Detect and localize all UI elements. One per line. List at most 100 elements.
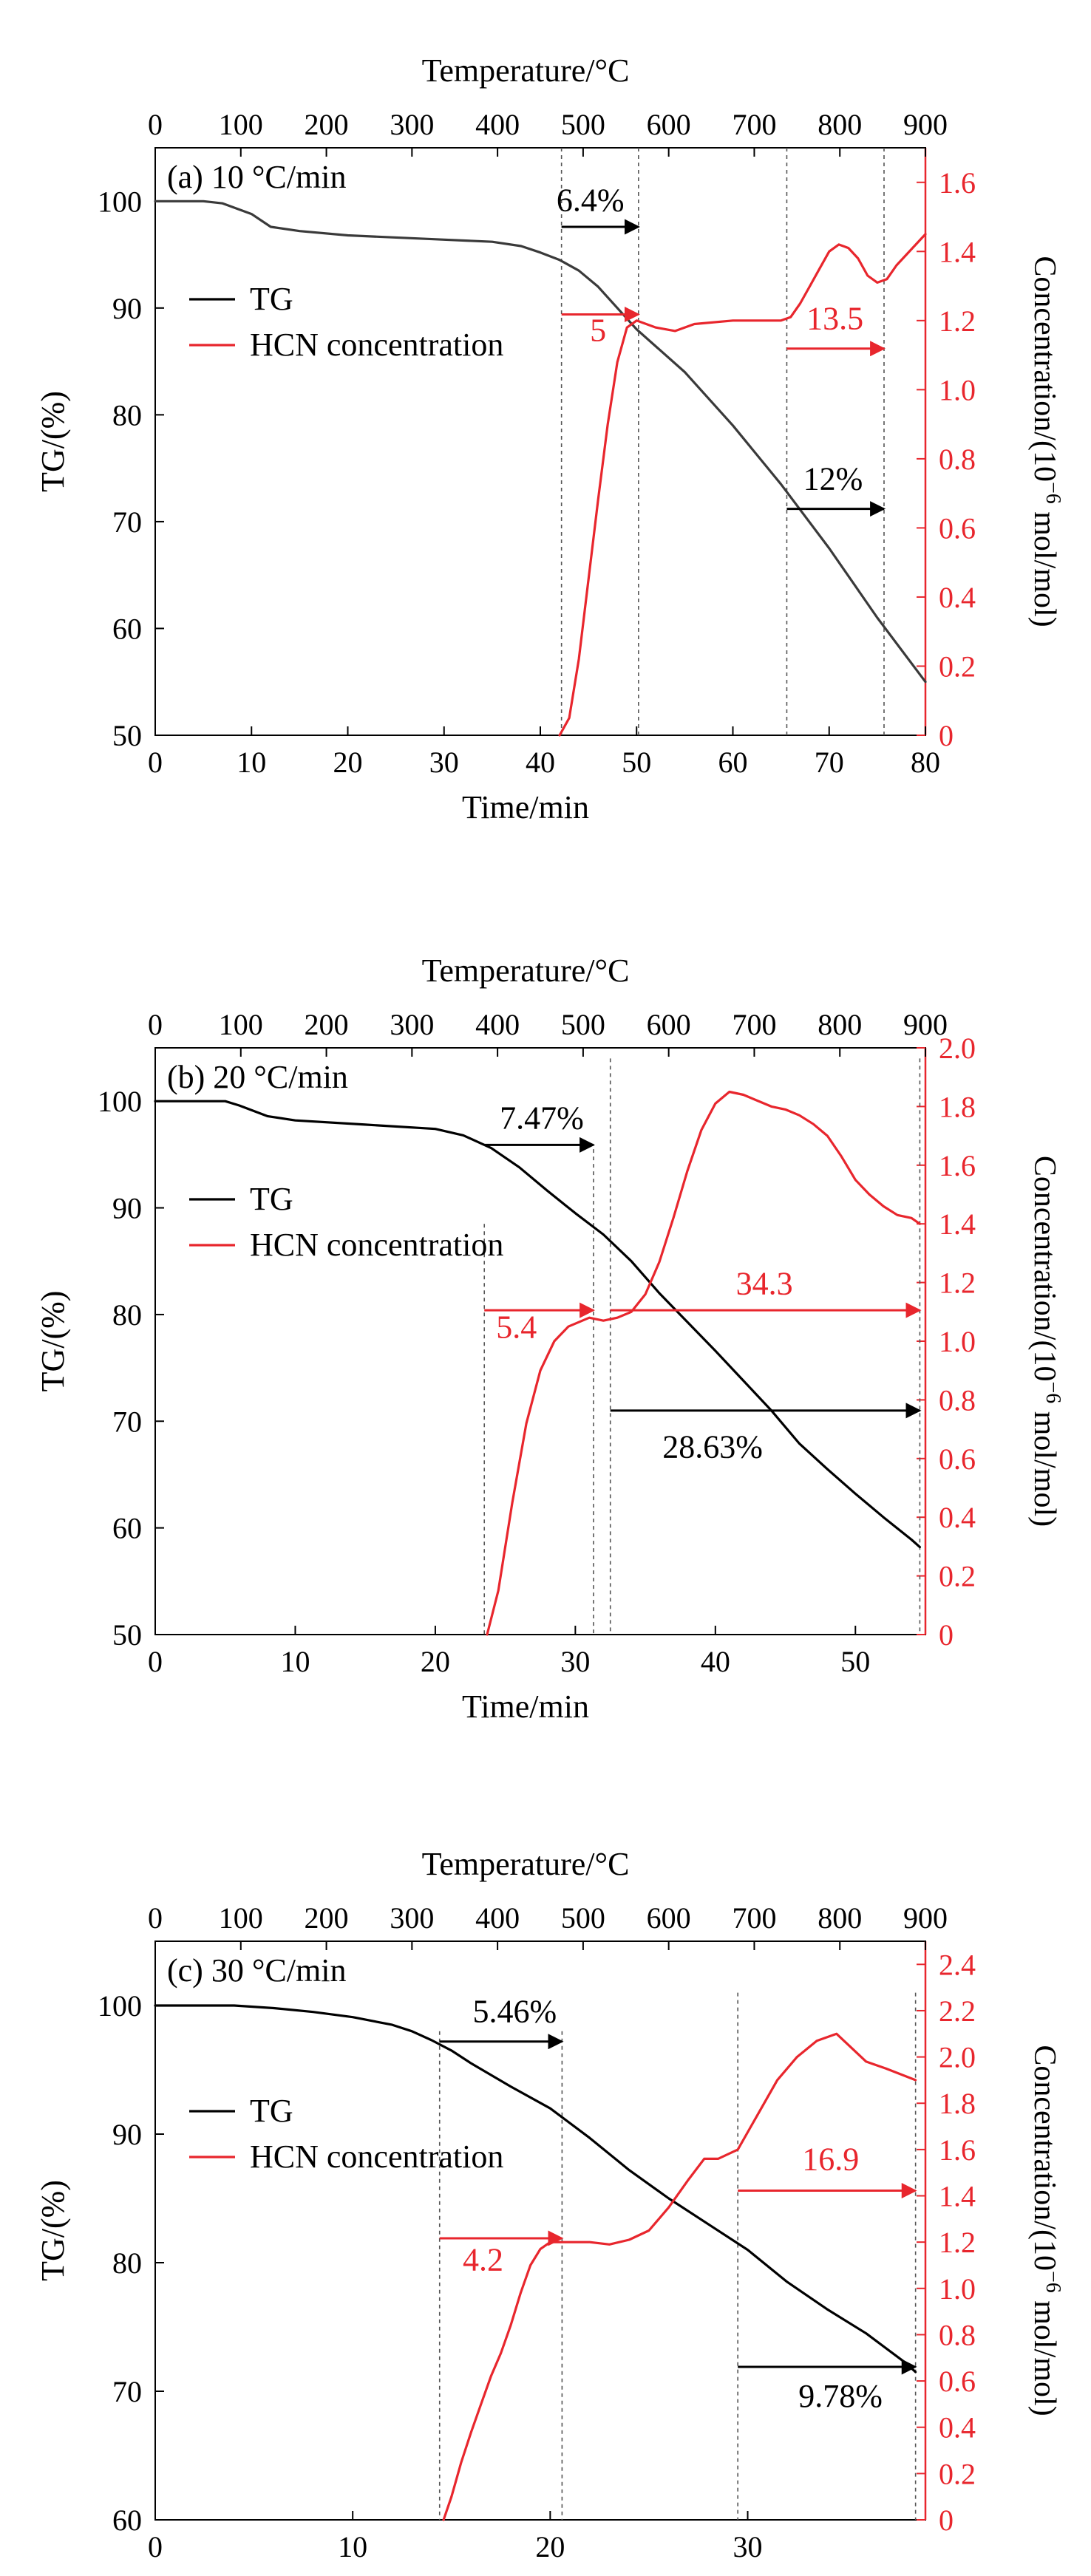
y-left-tick-label: 80 [112, 2246, 142, 2280]
top-tick-label: 800 [818, 1008, 862, 1041]
y-right-title-sup: −6 [1041, 482, 1064, 504]
y-right-tick-label: 1.2 [939, 1267, 976, 1300]
top-tick-label: 700 [732, 1901, 776, 1935]
y-right-tick-label: 1.2 [939, 2226, 976, 2259]
y-right-tick-label: 0.2 [939, 1560, 976, 1593]
y-left-tick-label: 60 [112, 2504, 142, 2537]
y-right-tick-label: 1.6 [939, 1149, 976, 1182]
top-tick-label: 600 [647, 108, 691, 141]
y-right-tick-label: 1.4 [939, 1207, 976, 1241]
top-tick-label: 600 [647, 1008, 691, 1041]
top-tick-label: 100 [219, 1008, 263, 1041]
top-tick-label: 400 [475, 108, 520, 141]
top-axis-title: Temperature/°C [422, 1846, 630, 1882]
top-tick-label: 500 [561, 1008, 605, 1041]
y-right-tick-label: 0.4 [939, 2411, 976, 2444]
top-tick-label: 100 [219, 1901, 263, 1935]
y-left-title: TG/(%) [35, 391, 71, 492]
top-tick-label: 0 [148, 1008, 163, 1041]
y-right-tick-label: 1.6 [939, 2133, 976, 2167]
tg-series-line [154, 1100, 922, 1549]
top-tick-label: 400 [475, 1008, 520, 1041]
y-right-title-pre: Concentration/(10 [1027, 1156, 1061, 1382]
y-right-tick-label: 0.2 [939, 2457, 976, 2490]
x-tick-label: 20 [535, 2530, 565, 2563]
y-right-tick-label: 0.8 [939, 2318, 976, 2351]
x-tick-label: 20 [333, 746, 363, 779]
x-tick-label: 10 [338, 2530, 367, 2563]
legend: TG HCN concentration [189, 281, 503, 363]
hcn-amount-label: 16.9 [802, 2141, 859, 2178]
top-tick-label: 300 [390, 108, 434, 141]
top-axis-title: Temperature/°C [422, 953, 630, 989]
x-tick-label: 30 [429, 746, 459, 779]
y-right-tick-label: 1.0 [939, 373, 976, 406]
x-tick-label: 0 [148, 1645, 163, 1678]
y-right-tick-label: 2.2 [939, 1994, 976, 2028]
x-axis-title: Time/min [462, 789, 589, 825]
x-tick-label: 40 [526, 746, 555, 779]
panel-label: (a) 10 °C/min [167, 159, 346, 195]
tg-series-line [154, 2004, 917, 2374]
y-right-tick-label: 1.6 [939, 166, 976, 200]
y-left-tick-label: 100 [98, 1989, 142, 2023]
x-tick-label: 30 [560, 1645, 590, 1678]
tg-loss-label: 7.47% [500, 1100, 584, 1137]
legend: TG HCN concentration [189, 2093, 503, 2175]
legend-label-tg: TG [250, 2093, 293, 2129]
y-right-tick-label: 2.0 [939, 1032, 976, 1065]
top-axis-title: Temperature/°C [422, 52, 630, 89]
y-right-tick-label: 0 [939, 2504, 954, 2537]
y-right-title-post: mol/mol) [1027, 504, 1061, 627]
y-right-tick-label: 0 [939, 1618, 954, 1652]
y-left-tick-label: 80 [112, 1298, 142, 1332]
y-right-tick-label: 1.0 [939, 1325, 976, 1358]
y-right-title: Concentration/(10−6 mol/mol) [1027, 256, 1064, 627]
x-tick-label: 30 [733, 2530, 763, 2563]
hcn-series-line [442, 2032, 917, 2521]
top-tick-label: 900 [903, 1901, 948, 1935]
top-tick-label: 300 [390, 1008, 434, 1041]
y-left-tick-label: 70 [112, 1405, 142, 1438]
y-right-tick-label: 1.2 [939, 304, 976, 338]
x-tick-label: 50 [840, 1645, 870, 1678]
y-right-tick-label: 0.8 [939, 1383, 976, 1417]
y-right-title: Concentration/(10−6 mol/mol) [1027, 2045, 1064, 2416]
y-left-title: TG/(%) [35, 1291, 71, 1392]
y-left-tick-label: 60 [112, 612, 142, 645]
legend-label-tg: TG [250, 281, 293, 317]
top-tick-label: 200 [305, 1008, 349, 1041]
x-tick-label: 10 [280, 1645, 310, 1678]
y-right-tick-label: 1.8 [939, 1090, 976, 1123]
y-left-tick-label: 50 [112, 719, 142, 752]
hcn-amount-label: 13.5 [806, 301, 863, 337]
y-right-tick-label: 1.0 [939, 2272, 976, 2306]
y-right-title-post: mol/mol) [1027, 2293, 1061, 2416]
hcn-amount-label: 4.2 [463, 2241, 503, 2277]
y-left-tick-label: 100 [98, 1085, 142, 1118]
top-tick-label: 800 [818, 108, 862, 141]
x-tick-label: 0 [148, 2530, 163, 2563]
x-tick-label: 80 [911, 746, 940, 779]
hcn-amount-label: 5 [590, 313, 606, 349]
y-right-tick-label: 0.6 [939, 511, 976, 545]
top-tick-label: 600 [647, 1901, 691, 1935]
y-right-tick-label: 0 [939, 719, 954, 752]
y-left-tick-label: 50 [112, 1618, 142, 1652]
tg-loss-label: 5.46% [472, 1994, 557, 2030]
y-left-tick-label: 80 [112, 398, 142, 432]
y-right-title-post: mol/mol) [1027, 1403, 1061, 1527]
y-right-tick-label: 0.8 [939, 443, 976, 476]
legend: TG HCN concentration [189, 1181, 503, 1263]
top-tick-label: 300 [390, 1901, 434, 1935]
legend-label-tg: TG [250, 1181, 293, 1217]
top-tick-label: 500 [561, 1901, 605, 1935]
tg-loss-label: 12% [803, 461, 863, 497]
y-left-tick-label: 70 [112, 2375, 142, 2408]
top-tick-label: 500 [561, 108, 605, 141]
legend-label-hcn: HCN concentration [250, 2139, 503, 2175]
y-left-tick-label: 100 [98, 185, 142, 218]
y-right-tick-label: 2.0 [939, 2041, 976, 2074]
y-right-tick-label: 1.8 [939, 2087, 976, 2120]
